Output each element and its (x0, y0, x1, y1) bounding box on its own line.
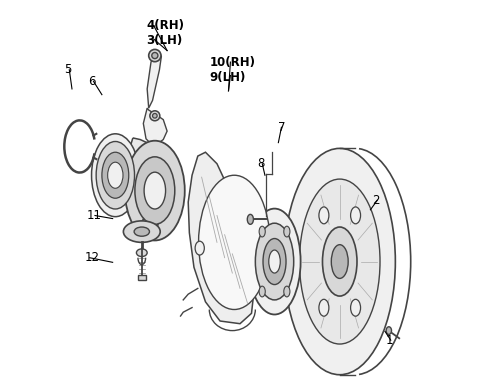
Text: 11: 11 (86, 209, 102, 222)
Text: 5: 5 (64, 63, 72, 76)
Ellipse shape (331, 245, 348, 278)
Ellipse shape (263, 239, 286, 285)
Ellipse shape (152, 52, 158, 59)
Ellipse shape (284, 226, 290, 237)
Ellipse shape (350, 207, 360, 224)
Ellipse shape (249, 209, 300, 315)
Ellipse shape (125, 141, 185, 241)
Ellipse shape (247, 214, 253, 224)
Ellipse shape (284, 148, 396, 375)
Ellipse shape (284, 286, 290, 297)
Text: 9(LH): 9(LH) (209, 71, 246, 84)
Ellipse shape (96, 141, 134, 209)
Ellipse shape (199, 175, 270, 310)
Ellipse shape (269, 250, 280, 273)
Ellipse shape (102, 152, 129, 198)
Ellipse shape (92, 134, 139, 217)
Ellipse shape (350, 299, 360, 316)
Ellipse shape (319, 299, 329, 316)
Ellipse shape (259, 226, 265, 237)
Ellipse shape (195, 241, 204, 255)
Ellipse shape (319, 207, 329, 224)
Ellipse shape (323, 227, 357, 296)
FancyBboxPatch shape (138, 275, 145, 280)
Ellipse shape (259, 286, 265, 297)
Ellipse shape (135, 157, 175, 224)
Text: 4(RH): 4(RH) (146, 19, 184, 32)
Text: 10(RH): 10(RH) (209, 55, 255, 69)
Ellipse shape (386, 327, 392, 335)
Ellipse shape (144, 172, 166, 209)
Polygon shape (127, 138, 179, 214)
Polygon shape (147, 50, 161, 108)
Text: 3(LH): 3(LH) (146, 35, 182, 47)
Ellipse shape (149, 49, 161, 62)
Text: 6: 6 (88, 75, 96, 88)
Text: 2: 2 (372, 194, 380, 207)
Ellipse shape (123, 221, 160, 243)
Polygon shape (188, 152, 253, 324)
Ellipse shape (150, 111, 160, 121)
Polygon shape (144, 108, 167, 146)
Ellipse shape (108, 162, 123, 188)
Ellipse shape (153, 114, 157, 118)
Ellipse shape (300, 179, 380, 344)
Text: 1: 1 (386, 334, 393, 346)
Text: 12: 12 (84, 251, 100, 264)
Text: 7: 7 (278, 121, 286, 134)
Ellipse shape (136, 249, 147, 256)
Ellipse shape (134, 227, 149, 236)
Text: 8: 8 (257, 157, 264, 170)
Ellipse shape (255, 223, 294, 300)
